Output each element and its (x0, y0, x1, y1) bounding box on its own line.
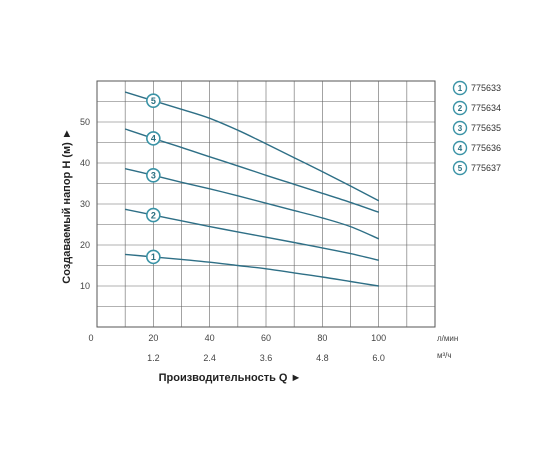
y-tick-label: 10 (80, 281, 90, 291)
legend-label: 775637 (471, 163, 501, 173)
x-tick-label-secondary: 4.8 (316, 353, 329, 363)
legend-marker-number: 1 (458, 84, 463, 93)
x-tick-label-primary: 100 (371, 333, 386, 343)
legend-marker-number: 4 (458, 144, 463, 153)
x-tick-label-primary: 20 (148, 333, 158, 343)
curve-marker-number: 5 (151, 96, 156, 106)
y-tick-label: 40 (80, 158, 90, 168)
curve-marker-number: 1 (151, 252, 156, 262)
y-tick-label: 20 (80, 240, 90, 250)
curve-775633 (125, 254, 379, 286)
legend-label: 775635 (471, 123, 501, 133)
legend-label: 775636 (471, 143, 501, 153)
x-tick-label-primary: 0 (88, 333, 93, 343)
curve-775637 (125, 92, 379, 201)
x-unit-secondary: м³/ч (437, 351, 452, 360)
y-tick-label: 50 (80, 117, 90, 127)
x-tick-label-secondary: 3.6 (260, 353, 273, 363)
curve-marker-number: 3 (151, 171, 156, 181)
curve-775634 (125, 209, 379, 260)
legend-marker-number: 3 (458, 124, 463, 133)
x-tick-label-primary: 60 (261, 333, 271, 343)
curve-marker-number: 2 (151, 210, 156, 220)
x-tick-label-secondary: 1.2 (147, 353, 160, 363)
x-tick-label-primary: 40 (205, 333, 215, 343)
legend-marker-number: 5 (458, 164, 463, 173)
curve-series (125, 92, 379, 286)
y-axis-title: Создаваемый напор H (м) ► (61, 128, 73, 283)
curve-marker-number: 4 (151, 134, 156, 144)
y-tick-label: 30 (80, 199, 90, 209)
x-tick-label-secondary: 6.0 (372, 353, 385, 363)
legend: 1 775633 2 775634 3 775635 4 775636 5 775637 (454, 82, 502, 175)
grid-lines (97, 81, 435, 327)
axis-ticks: 10 20 30 40 50 0 20 40 60 80 100 1.2 2.4 3.6 4.8 6.0 (80, 117, 386, 363)
x-axis-title: Производительность Q ► (159, 372, 302, 384)
x-tick-label-primary: 80 (317, 333, 327, 343)
x-tick-label-secondary: 2.4 (203, 353, 216, 363)
legend-label: 775634 (471, 103, 501, 113)
legend-label: 775633 (471, 83, 501, 93)
legend-marker-number: 2 (458, 104, 463, 113)
x-unit-primary: л/мин (437, 334, 458, 343)
